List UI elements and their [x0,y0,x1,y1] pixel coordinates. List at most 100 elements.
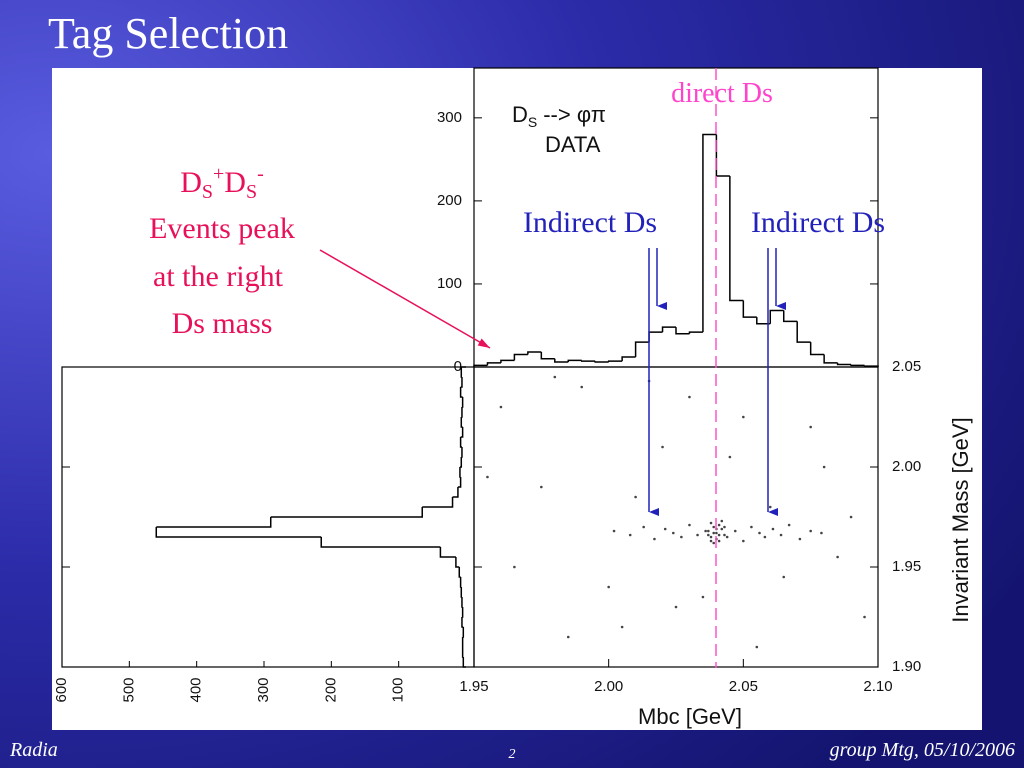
scatter-point [566,635,570,639]
scatter-point [612,529,616,533]
x-tick-label: 400 [188,677,205,702]
arrows [648,248,786,516]
y-tick-label: 100 [437,275,462,292]
scatter-point [580,385,584,389]
peak-line: Events peak [149,212,295,245]
y-tick-label: 200 [437,192,462,209]
peak-line: at the right [153,260,284,293]
histogram-bin [688,331,703,334]
histogram-bin [742,300,757,318]
histogram-bin [461,407,463,418]
scatter-point [763,535,767,539]
histogram-bin [462,627,465,638]
histogram-bin [621,356,636,362]
scatter-point [634,495,637,499]
x-tick-label: 300 [255,677,272,702]
scatter-point [701,595,705,599]
x-axis-label: Mbc [GeV] [638,704,742,729]
text: S [246,181,257,203]
scatter-point [733,529,737,533]
histogram-bin [702,133,717,333]
histogram-bin [422,497,454,508]
scatter-point [728,455,732,459]
histogram-bin [156,517,272,528]
histogram-bin [270,507,423,518]
scatter-point [809,425,812,429]
histogram-bin [461,617,464,628]
scatter-point [725,535,729,539]
scatter-point [696,533,699,537]
scatter-point [771,527,775,531]
scatter-point [680,535,683,539]
scatter-point [779,533,783,537]
scatter-point [750,525,753,529]
histogram-bin [634,341,650,358]
scatter-point [720,527,724,531]
x-tick-label: 2.10 [863,678,892,695]
scatter-point [688,523,691,527]
x-tick-label: 2.05 [729,678,758,695]
scatter-point [642,525,645,529]
histogram-bin [836,362,852,366]
histogram-bin [459,457,463,468]
x-tick-label: 100 [390,677,407,702]
scatter-point [709,539,713,543]
histogram-bin [661,326,676,333]
text: S [202,181,213,203]
x-tick-label: 2.00 [594,678,623,695]
scatter-point [787,523,791,527]
histogram-bin [607,360,623,363]
scatter-point [712,531,716,535]
y-axis-label: Invariant Mass [GeV] [948,417,973,622]
scatter-point [712,541,716,545]
scatter-point [758,531,761,535]
x-tick-label: 500 [120,677,137,702]
scatter-point [798,537,802,541]
histogram-bin [459,467,461,478]
histogram-bin [461,447,463,458]
direct-label: direct Ds [671,78,773,109]
y-tick-label: 2.05 [892,358,921,375]
scatter-point [820,531,823,535]
scatter-point [782,575,786,579]
y-tick-label: 2.00 [892,458,921,475]
histogram-bin [460,417,463,428]
histogram-bin [796,321,811,343]
histogram-bin [554,358,569,363]
histogram-bin [567,359,582,363]
histogram-bin [513,353,528,361]
scatter-point [755,645,759,649]
histogram-bin [823,354,838,364]
histogram-bin [461,397,464,408]
scatter-point [661,445,664,449]
scatter-point [709,535,713,539]
scatter-point [486,475,489,479]
scatter-point [688,395,691,399]
slide-title: Tag Selection [48,9,288,58]
histogram-bin [850,364,865,367]
histogram-bin [459,577,462,588]
x-tick-label: 200 [322,677,339,702]
histogram-bin [459,387,463,398]
plot-label: DS --> φπ [512,102,606,130]
histogram-bin [782,310,798,323]
plot-frame [61,366,475,668]
scatter-point [849,515,853,519]
scatter-point [513,565,516,569]
scatter-point [717,523,721,527]
y-tick-label: 300 [437,109,462,126]
y-tick-label: 1.95 [892,558,921,575]
histogram-bin [320,537,441,548]
scatter-point [836,555,839,559]
scatter-point [620,625,624,629]
scatter-point [674,605,678,609]
histogram-bin [457,477,462,488]
scatter-point [704,529,707,533]
scatter-point [717,533,721,537]
histogram-bin [462,657,466,668]
text: --> φπ [543,102,606,127]
scatter-point [709,521,713,525]
scatter-point [742,539,745,543]
